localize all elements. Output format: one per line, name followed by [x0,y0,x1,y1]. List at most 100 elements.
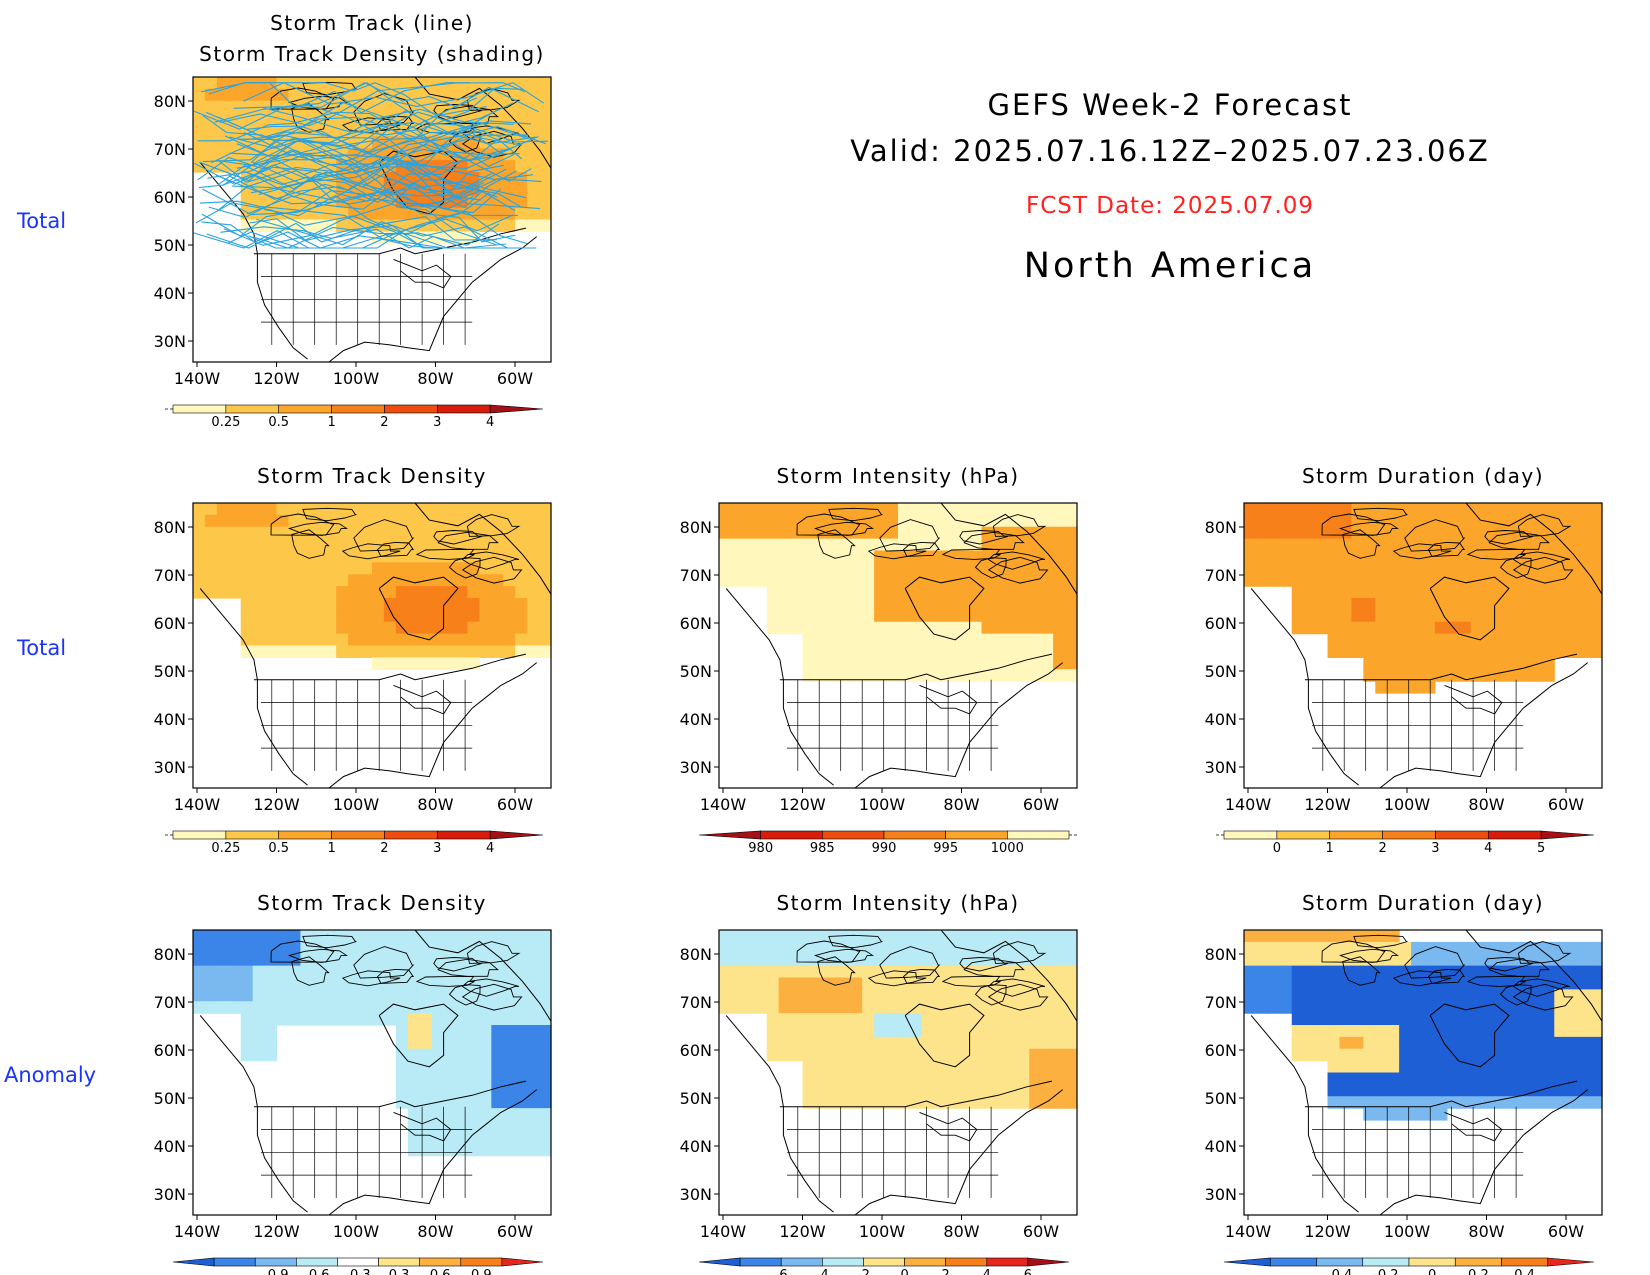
field-cell [467,538,480,552]
panel-title: Storm Intensity (hPa) [776,464,1019,488]
field-cell [240,1036,254,1050]
greenland-coast [414,76,552,169]
field-cell [802,1036,816,1050]
field-cell [838,989,851,1002]
lat-label: 30N [680,1185,712,1204]
field-cell [1494,526,1508,540]
field-cell [1578,1060,1591,1074]
field-cell [1590,645,1603,658]
field-cell [1065,1072,1078,1085]
field-cell [838,598,851,611]
field-cell [455,1072,469,1085]
field-cell [419,586,433,599]
field-cell [1387,586,1400,599]
field-cell [1423,1072,1436,1085]
field-cell [921,514,935,528]
field-cell [1578,1036,1591,1050]
field-cell [862,621,875,635]
field-cell [1530,1048,1543,1062]
field-cell [1279,989,1293,1002]
field-cell [945,989,959,1002]
field-cell [957,526,971,540]
colorbar-end [501,1257,544,1267]
field-cell [862,977,875,990]
field-cell [981,941,995,955]
arctic-island [302,934,357,949]
field-cell [383,526,397,540]
lat-label: 40N [154,284,186,303]
field-cell [1387,1072,1400,1085]
field-cell [407,941,421,955]
field-cell [778,562,792,575]
lat-label: 40N [680,1137,712,1156]
field-cell [1530,598,1543,611]
coastline [725,1015,834,1213]
field-cell [1005,633,1018,647]
lon-label: 100W [1384,795,1431,814]
field-cell [455,503,469,516]
field-cell [1446,953,1460,967]
hudson-bay-outline [904,1003,985,1068]
field-cell [372,77,385,90]
colorbar-swatch [986,1257,1029,1267]
field-cell [240,100,254,114]
field-cell [515,1120,528,1133]
field-cell [1005,1072,1018,1085]
field-cell [969,645,983,658]
field-cell [240,941,254,955]
field-cell [1542,953,1555,967]
field-cell [1303,930,1317,943]
field-cell [1494,1084,1508,1097]
field-cell [838,586,851,599]
field-cell [455,514,469,528]
field-cell [1339,1025,1352,1038]
colorbar-swatch [863,1257,905,1267]
field-cell [491,526,504,540]
storm-track-line [201,151,474,237]
field-cell [981,586,995,599]
field-cell [1065,574,1078,587]
row-label-total: Total [17,636,67,660]
field-cell [1339,1072,1352,1085]
field-cell [1327,550,1341,563]
field-cell [491,1013,504,1026]
field-cell [1458,1036,1472,1050]
field-cell [383,586,397,599]
field-cell [814,1013,827,1026]
field-cell [1053,977,1066,990]
field-cell [1518,645,1531,658]
field-cell [479,930,492,943]
field-cell [754,941,768,955]
arctic-island [437,531,499,550]
field-cell [1482,562,1496,575]
storm-track-line [214,104,523,209]
field-cell [886,930,899,943]
field-cell [1590,574,1603,587]
lat-label: 40N [680,710,712,729]
field-cell [479,1072,492,1085]
field-cell [515,172,528,185]
field-cell [240,965,254,979]
field-cell [754,514,768,528]
field-cell [993,669,1006,682]
field-cell [252,930,266,943]
field-cell [443,88,457,102]
lat-label: 70N [154,566,186,585]
field-cell [1494,989,1508,1002]
field-cell [443,1131,457,1145]
field-cell [1351,1096,1364,1109]
field-cell [407,598,421,611]
field-cell [1053,598,1066,611]
field-cell [1375,1108,1388,1121]
field-cell [1065,621,1078,635]
field-cell [1446,1036,1460,1050]
field-cell [1053,965,1066,979]
field-cell [874,609,887,623]
field-cell [1387,1001,1400,1014]
field-cell [933,1084,947,1097]
field-cell [1554,965,1567,979]
field-cell [288,586,301,599]
field-cell [1065,633,1078,647]
field-cell [193,136,206,149]
field-cell [324,562,337,575]
